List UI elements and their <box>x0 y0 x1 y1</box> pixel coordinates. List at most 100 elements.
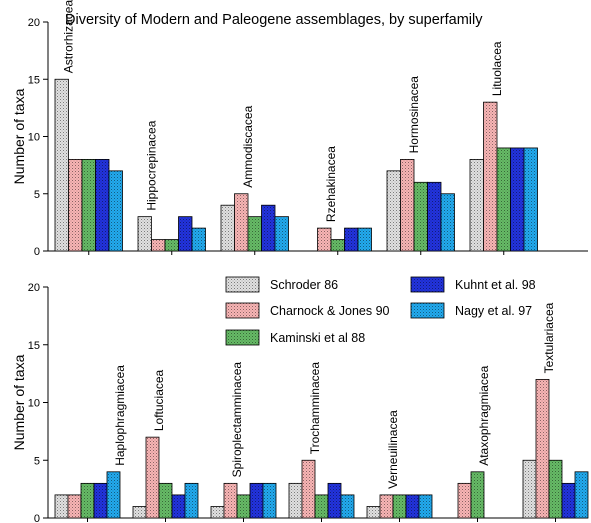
legend: Schroder 86 Kuhnt et al. 98 Charnock & Jon… <box>225 276 536 346</box>
category-group: Ataxophragmiacea <box>457 365 491 522</box>
bar <box>220 204 235 252</box>
bar <box>340 494 355 519</box>
category-label: Rzehakinacea <box>324 146 338 222</box>
bar <box>158 482 173 519</box>
category-group: Verneuilinacea <box>366 410 433 522</box>
bar <box>274 216 289 252</box>
bar <box>496 147 511 252</box>
legend-label: Kuhnt et al. 98 <box>455 278 536 292</box>
bar <box>427 181 442 252</box>
category-group: Loftuciacea <box>132 369 199 522</box>
y-axis-label: Number of taxa <box>11 354 27 450</box>
category-label: Ammodiscacea <box>241 105 255 187</box>
bar <box>178 216 193 252</box>
bar <box>522 459 537 519</box>
bar <box>469 158 484 252</box>
bar <box>400 158 415 252</box>
category-group: Haplophragmiacea <box>54 365 127 522</box>
legend-swatch <box>410 302 445 319</box>
bar <box>54 78 69 252</box>
bar <box>171 494 186 519</box>
bar <box>108 170 123 252</box>
y-tick-label: 15 <box>28 74 40 86</box>
bar <box>392 494 407 519</box>
legend-item: Nagy et al. 97 <box>410 302 532 319</box>
bar <box>288 482 303 519</box>
category-group: Hormosinacea <box>386 76 455 255</box>
bar <box>145 436 160 519</box>
bar <box>184 482 199 519</box>
legend-label: Schroder 86 <box>270 278 338 292</box>
bar <box>379 494 394 519</box>
bar <box>523 147 538 252</box>
y-tick-label: 20 <box>28 282 40 294</box>
bar <box>164 239 179 252</box>
bar <box>210 506 225 519</box>
bar <box>366 506 381 519</box>
legend-label: Charnock & Jones 90 <box>270 304 390 318</box>
bar <box>132 506 147 519</box>
category-label: Textulariacea <box>542 302 556 373</box>
y-tick-label: 20 <box>28 17 40 29</box>
y-tick-label: 5 <box>34 455 40 467</box>
panel-1: 0 5 10 15 20 Number of taxa Astrorhizacea Hippo… <box>11 0 588 258</box>
bar <box>314 494 329 519</box>
bar <box>223 482 238 519</box>
category-label: Ataxophragmiacea <box>477 365 491 465</box>
category-group: Spiroplectamminacea <box>210 362 277 522</box>
y-tick-label: 5 <box>34 189 40 201</box>
bar <box>344 227 359 252</box>
category-label: Haplophragmiacea <box>113 365 127 466</box>
bar <box>301 459 316 519</box>
bar <box>510 147 525 252</box>
legend-item: Schroder 86 <box>225 276 338 293</box>
category-label: Spiroplectamminacea <box>230 362 244 478</box>
legend-label: Nagy et al. 97 <box>455 304 532 318</box>
category-label: Hormosinacea <box>407 76 421 154</box>
bar <box>386 170 401 252</box>
bar <box>561 482 576 519</box>
bar <box>483 101 498 252</box>
bar <box>357 227 372 252</box>
category-group: Lituolacea <box>469 41 538 255</box>
category-label: Verneuilinacea <box>386 410 400 489</box>
bar <box>330 239 345 252</box>
y-tick-label: 0 <box>34 246 40 258</box>
bar <box>413 181 428 252</box>
bar <box>535 378 550 519</box>
bar <box>457 482 472 519</box>
category-group: Hippocrepinacea <box>137 120 206 255</box>
category-label: Hippocrepinacea <box>145 120 159 210</box>
bar <box>234 193 249 252</box>
bar <box>261 204 276 252</box>
bar <box>67 494 82 519</box>
legend-item: Charnock & Jones 90 <box>225 302 390 319</box>
bar <box>418 494 433 519</box>
bar <box>81 158 96 252</box>
bar <box>80 482 95 519</box>
legend-item: Kuhnt et al. 98 <box>410 276 536 293</box>
panel-2: 0 5 10 15 20 Number of taxa Haplophragmiacea Lo… <box>11 282 589 523</box>
category-label: Lituolacea <box>490 41 504 96</box>
bar <box>93 482 108 519</box>
y-tick-label: 15 <box>28 340 40 352</box>
y-tick-label: 0 <box>34 513 40 523</box>
bar <box>548 459 563 519</box>
bar <box>440 193 455 252</box>
y-tick-label: 10 <box>28 398 40 410</box>
category-label: Loftuciacea <box>152 369 166 431</box>
legend-label: Kaminski et al 88 <box>270 331 365 345</box>
bar <box>317 227 332 252</box>
category-group: Textulariacea <box>522 302 589 522</box>
bar <box>247 216 262 252</box>
bar <box>137 216 152 252</box>
legend-item: Kaminski et al 88 <box>225 329 365 346</box>
category-group: Ammodiscacea <box>220 105 289 255</box>
bar <box>470 471 485 519</box>
category-group: Trochamminacea <box>288 362 355 522</box>
bar <box>95 158 110 252</box>
legend-swatch <box>225 276 260 293</box>
